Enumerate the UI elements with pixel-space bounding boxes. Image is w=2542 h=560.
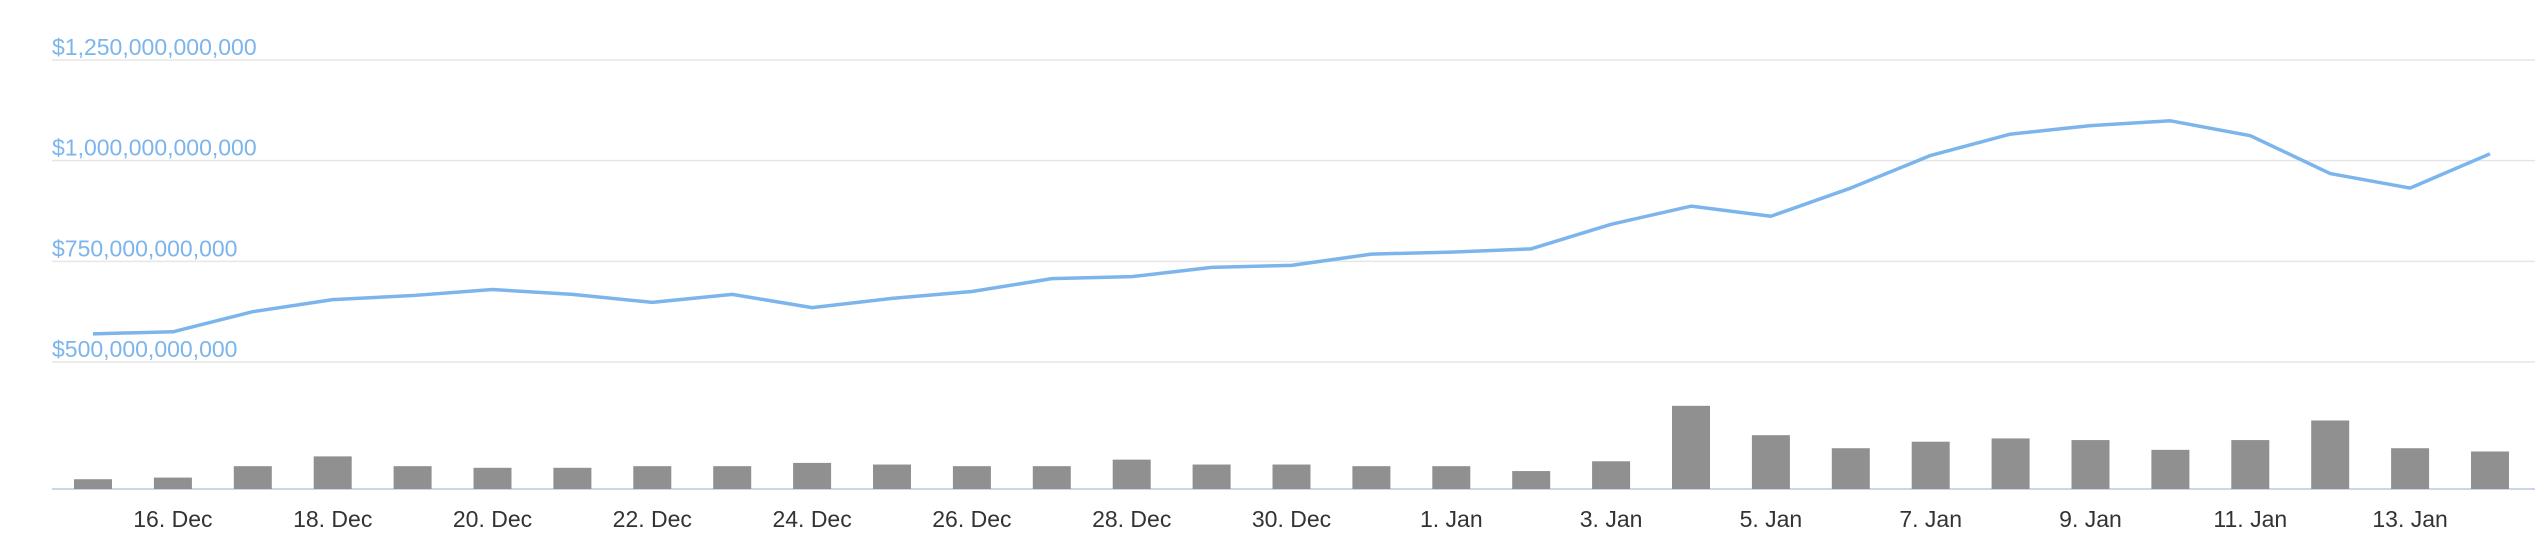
x-tick-label: 28. Dec: [1092, 506, 1171, 532]
y-tick-label: $500,000,000,000: [52, 336, 237, 362]
volume-bar: [1831, 448, 1870, 489]
x-tick-label: 16. Dec: [133, 506, 212, 532]
volume-bar: [233, 466, 272, 489]
y-tick-label: $750,000,000,000: [52, 235, 237, 261]
volume-bar: [1192, 464, 1231, 489]
volume-bar: [1032, 466, 1071, 489]
volume-bar: [1272, 464, 1311, 489]
volume-bar: [393, 466, 432, 489]
y-tick-label: $1,000,000,000,000: [52, 135, 257, 161]
volume-bar: [2471, 451, 2509, 489]
x-tick-label: 3. Jan: [1580, 506, 1643, 532]
x-tick-label: 26. Dec: [932, 506, 1011, 532]
x-tick-label: 24. Dec: [772, 506, 851, 532]
volume-bar: [2311, 420, 2350, 489]
price-line: [92, 119, 2491, 336]
volume-bar: [153, 477, 192, 489]
x-tick-label: 30. Dec: [1252, 506, 1331, 532]
y-tick-label: $1,250,000,000,000: [52, 34, 257, 60]
x-tick-label: 1. Jan: [1420, 506, 1483, 532]
volume-bar: [74, 479, 112, 489]
volume-bar: [2231, 440, 2270, 489]
volume-bar: [553, 467, 592, 489]
x-tick-label: 5. Jan: [1740, 506, 1803, 532]
volume-bar: [2391, 448, 2430, 489]
volume-bar: [873, 464, 911, 489]
x-tick-label: 22. Dec: [613, 506, 692, 532]
x-tick-label: 18. Dec: [293, 506, 372, 532]
volume-bar: [793, 462, 832, 489]
volume-bar: [1991, 438, 2030, 489]
volume-bar: [2071, 440, 2110, 489]
volume-bar: [473, 467, 512, 489]
volume-bar: [1592, 461, 1631, 489]
x-tick-label: 11. Jan: [2213, 506, 2287, 532]
volume-bar: [1352, 466, 1391, 489]
x-tick-label: 20. Dec: [453, 506, 532, 532]
x-tick-label: 7. Jan: [1899, 506, 1962, 532]
volume-bar: [1911, 441, 1950, 489]
volume-bar: [633, 466, 672, 489]
volume-bar: [952, 466, 991, 489]
x-tick-label: 9. Jan: [2059, 506, 2122, 532]
volume-bar: [1512, 471, 1551, 489]
volume-bar: [1112, 459, 1151, 489]
volume-bar: [713, 466, 752, 489]
volume-bar: [2151, 449, 2190, 489]
volume-bar: [1432, 466, 1471, 489]
volume-bar: [313, 456, 352, 489]
x-tick-label: 13. Jan: [2372, 506, 2447, 532]
volume-bar: [1672, 405, 1710, 489]
volume-bar: [1751, 435, 1790, 489]
